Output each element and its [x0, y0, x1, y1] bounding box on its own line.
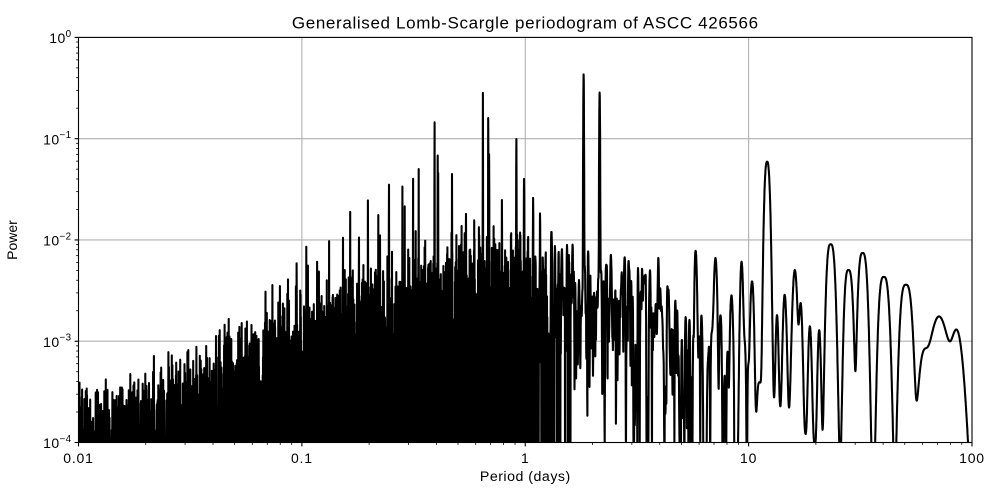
svg-text:0.01: 0.01 [63, 450, 93, 466]
svg-text:0.1: 0.1 [291, 450, 313, 466]
svg-text:Generalised Lomb-Scargle perio: Generalised Lomb-Scargle periodogram of … [292, 14, 759, 33]
svg-text:100: 100 [959, 450, 985, 466]
svg-text:Period (days): Period (days) [480, 469, 571, 485]
svg-text:Power: Power [4, 220, 20, 260]
svg-text:10: 10 [740, 450, 757, 466]
svg-text:1: 1 [521, 450, 530, 466]
